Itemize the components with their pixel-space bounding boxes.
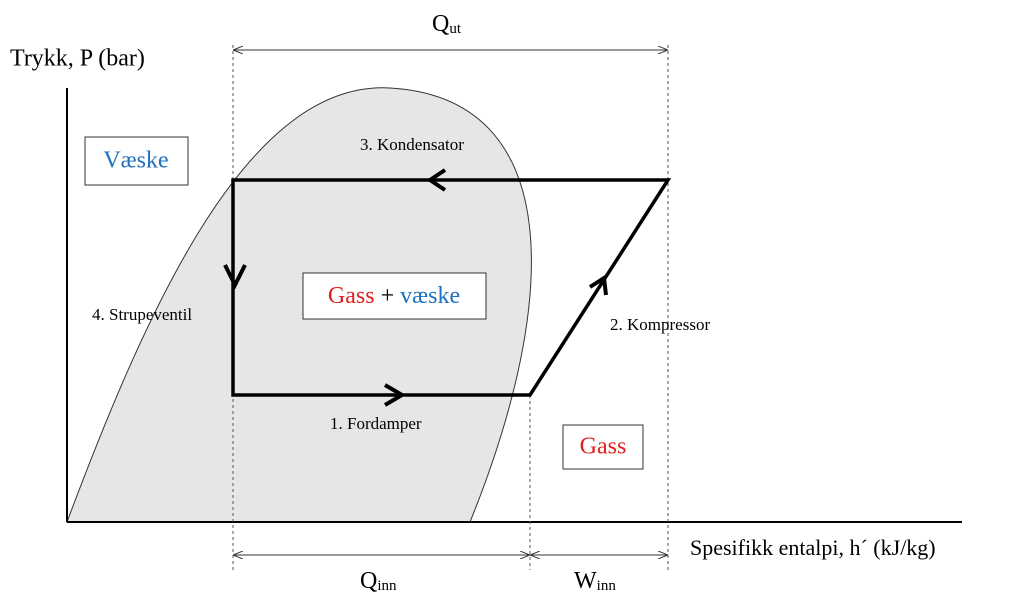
saturation-dome [66,87,532,523]
step-label: 3. Kondensator [360,135,464,154]
gas-box [562,424,644,470]
gas-label: Gass [580,434,627,460]
x-axis-label: Spesifikk entalpi, h´ (kJ/kg) [690,535,936,560]
q-out-label: Qut [432,11,462,38]
cycle [231,178,672,397]
w-in-label: Winn [574,568,616,595]
mixture-label: Gass + væske [328,283,460,309]
q-in-label: Qinn [360,568,397,595]
y-axis-label: Trykk, P (bar) [10,46,145,72]
mixture-box [302,272,487,320]
liquid-box [84,136,189,186]
step-label: 2. Kompressor [610,315,710,334]
dashed-guides [232,45,669,570]
step-label: 1. Fordamper [330,414,422,433]
cycle-arrows [223,168,608,407]
liquid-label: Væske [103,148,168,174]
step-label: 4. Strupeventil [92,305,192,324]
